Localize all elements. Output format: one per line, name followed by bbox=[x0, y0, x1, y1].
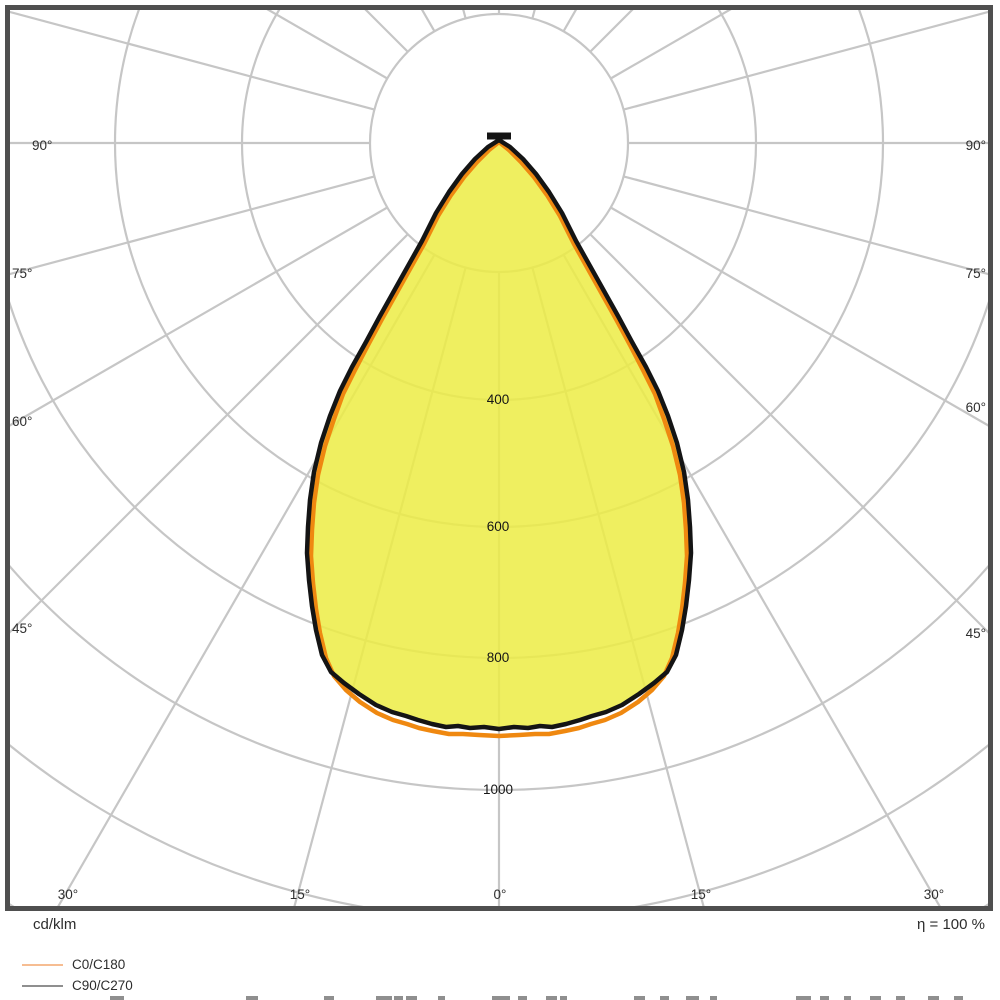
efficiency-label: η = 100 % bbox=[917, 916, 985, 933]
cutoff-content-fragment bbox=[492, 996, 510, 1000]
cutoff-content-fragment bbox=[560, 996, 567, 1000]
grid-spoke bbox=[623, 10, 988, 111]
cutoff-content-fragment bbox=[870, 996, 881, 1000]
cutoff-content-fragment bbox=[438, 996, 445, 1000]
grid-spoke bbox=[10, 233, 409, 634]
radial-value-label: 1000 bbox=[483, 782, 513, 797]
grid-spoke bbox=[10, 206, 388, 427]
cutoff-content-fragment bbox=[928, 996, 939, 1000]
apex-marker bbox=[487, 132, 511, 140]
curve-c90-c270 bbox=[304, 137, 694, 732]
cutoff-content-fragment bbox=[710, 996, 717, 1000]
angle-tick-label: 30° bbox=[58, 887, 78, 902]
cutoff-content-fragment bbox=[634, 996, 645, 1000]
grid-spoke bbox=[10, 175, 375, 276]
cutoff-content-fragment bbox=[660, 996, 669, 1000]
angle-tick-label: 75° bbox=[12, 266, 32, 281]
cutoff-content-fragment bbox=[686, 996, 699, 1000]
legend: C0/C180 C90/C270 bbox=[22, 954, 133, 996]
grid-spoke bbox=[610, 206, 988, 427]
legend-item-c90-c270: C90/C270 bbox=[22, 975, 133, 996]
cutoff-content-fragment bbox=[324, 996, 334, 1000]
legend-label-c90-c270: C90/C270 bbox=[72, 978, 133, 993]
cutoff-content-fragment bbox=[844, 996, 851, 1000]
angle-tick-label: 15° bbox=[290, 887, 310, 902]
cutoff-content-fragment bbox=[406, 996, 417, 1000]
angle-tick-label: 90° bbox=[966, 138, 986, 153]
cutoff-content-fragment bbox=[246, 996, 258, 1000]
angle-tick-label: 30° bbox=[924, 887, 944, 902]
radial-value-label: 600 bbox=[487, 519, 510, 534]
grid-spoke bbox=[10, 10, 375, 111]
angle-tick-label: 60° bbox=[966, 400, 986, 415]
cutoff-content-fragment bbox=[820, 996, 829, 1000]
angle-tick-label: 75° bbox=[966, 266, 986, 281]
beam-fill bbox=[307, 140, 691, 729]
legend-label-c0-c180: C0/C180 bbox=[72, 957, 126, 972]
cutoff-content-fragment bbox=[376, 996, 392, 1000]
cutoff-content-fragment bbox=[896, 996, 905, 1000]
radial-value-label: 800 bbox=[487, 650, 510, 665]
curve-c0-c180 bbox=[308, 139, 690, 739]
angle-tick-label: 0° bbox=[494, 887, 507, 902]
cutoff-content-fragment bbox=[110, 996, 124, 1000]
cutoff-content-fragment bbox=[518, 996, 527, 1000]
grid-spoke bbox=[266, 10, 388, 80]
grid-spoke bbox=[623, 175, 988, 276]
angle-tick-label: 15° bbox=[691, 887, 711, 902]
angle-tick-label: 60° bbox=[12, 414, 32, 429]
angle-tick-label: 45° bbox=[12, 621, 32, 636]
cutoff-content-fragment bbox=[954, 996, 963, 1000]
legend-swatch-c0-c180 bbox=[22, 963, 63, 966]
legend-swatch-c90-c270 bbox=[22, 984, 63, 987]
cutoff-content-fragment bbox=[546, 996, 557, 1000]
grid-spoke bbox=[610, 10, 732, 80]
plot-frame bbox=[5, 5, 993, 911]
angle-tick-label: 90° bbox=[32, 138, 52, 153]
cutoff-content-fragment bbox=[796, 996, 811, 1000]
angle-tick-label: 45° bbox=[966, 626, 986, 641]
cutoff-content-fragment bbox=[394, 996, 403, 1000]
unit-label: cd/klm bbox=[33, 916, 77, 933]
radial-value-label: 400 bbox=[487, 392, 510, 407]
legend-item-c0-c180: C0/C180 bbox=[22, 954, 133, 975]
grid-spoke bbox=[589, 233, 988, 634]
